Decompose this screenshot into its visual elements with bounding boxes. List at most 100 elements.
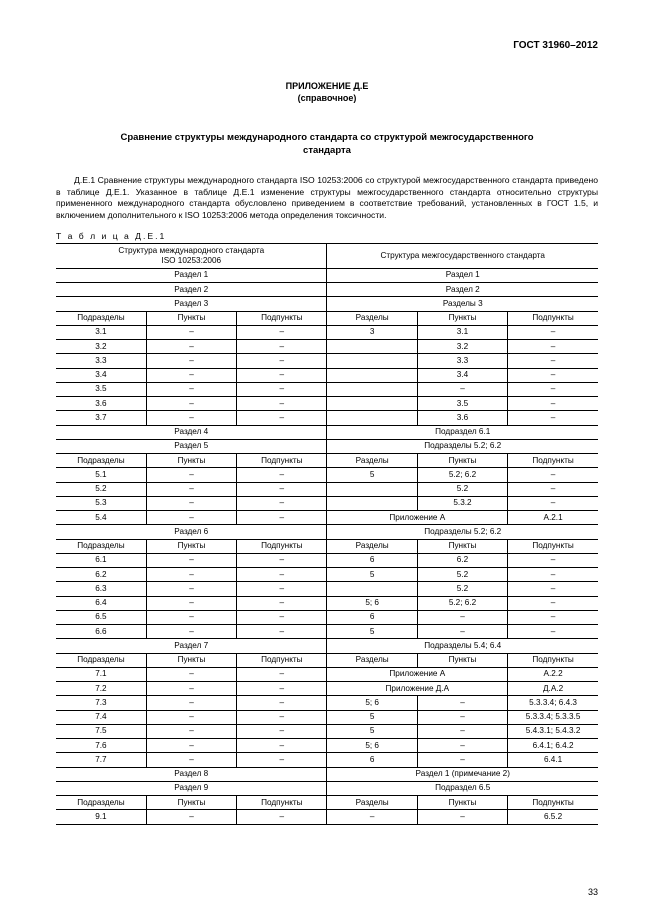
table-cell bbox=[327, 382, 417, 396]
table-cell: – bbox=[146, 682, 236, 696]
table-cell: – bbox=[508, 340, 598, 354]
appendix-label: ПРИЛОЖЕНИЕ Д.Е (справочное) bbox=[56, 81, 598, 104]
table-cell: 5.2; 6.2 bbox=[417, 596, 507, 610]
table-row: 3.1––33.1– bbox=[56, 325, 598, 339]
table-row: 3.5–––– bbox=[56, 382, 598, 396]
table-cell: Разделы 3 bbox=[327, 297, 598, 311]
table-cell: Пункты bbox=[146, 311, 236, 325]
table-cell: Раздел 5 bbox=[56, 439, 327, 453]
table-cell: – bbox=[237, 596, 327, 610]
table-cell: – bbox=[237, 682, 327, 696]
table-cell: Раздел 7 bbox=[56, 639, 327, 653]
table-cell: 5.1 bbox=[56, 468, 146, 482]
table-cell: Подпункты bbox=[508, 539, 598, 553]
table-cell: – bbox=[237, 511, 327, 525]
table-cell: – bbox=[508, 468, 598, 482]
table-cell: 6.2 bbox=[417, 553, 507, 567]
table-cell: Раздел 1 (примечание 2) bbox=[327, 767, 598, 781]
table-cell: 5.3.2 bbox=[417, 496, 507, 510]
table-cell: Подпункты bbox=[237, 311, 327, 325]
table-cell: – bbox=[237, 625, 327, 639]
table-cell: Д.А.2 bbox=[508, 682, 598, 696]
table-cell: 6.3 bbox=[56, 582, 146, 596]
table-cell: Подразделы bbox=[56, 311, 146, 325]
table-cell: – bbox=[237, 610, 327, 624]
header-left-line2: ISO 10253:2006 bbox=[161, 256, 221, 265]
table-cell: 3.3 bbox=[56, 354, 146, 368]
table-cell: 5.3.3.4; 6.4.3 bbox=[508, 696, 598, 710]
table-row: 6.1––66.2– bbox=[56, 553, 598, 567]
table-row: Раздел 4Подраздел 6.1 bbox=[56, 425, 598, 439]
table-cell: 6.6 bbox=[56, 625, 146, 639]
table-row: 5.3––5.3.2– bbox=[56, 496, 598, 510]
reference-label: (справочное) bbox=[298, 93, 357, 103]
table-cell: Подпункты bbox=[237, 796, 327, 810]
table-row: Раздел 3Разделы 3 bbox=[56, 297, 598, 311]
table-cell: Пункты bbox=[417, 796, 507, 810]
table-cell: – bbox=[508, 411, 598, 425]
table-cell: Пункты bbox=[146, 539, 236, 553]
table-cell: – bbox=[417, 625, 507, 639]
table-cell: А.2.2 bbox=[508, 667, 598, 681]
table-cell: Раздел 3 bbox=[56, 297, 327, 311]
table-cell: – bbox=[146, 368, 236, 382]
table-cell: Раздел 1 bbox=[56, 268, 327, 282]
table-row: 7.1––Приложение АА.2.2 bbox=[56, 667, 598, 681]
table-row: 6.6––5–– bbox=[56, 625, 598, 639]
table-cell: – bbox=[508, 325, 598, 339]
table-row: 5.1––55.2; 6.2– bbox=[56, 468, 598, 482]
table-cell: – bbox=[146, 724, 236, 738]
table-row: Раздел 7Подразделы 5.4; 6.4 bbox=[56, 639, 598, 653]
table-cell bbox=[327, 582, 417, 596]
table-cell: 3 bbox=[327, 325, 417, 339]
table-cell: 3.5 bbox=[417, 397, 507, 411]
table-cell: 5.2 bbox=[417, 568, 507, 582]
table-cell: – bbox=[237, 496, 327, 510]
table-cell: 3.4 bbox=[417, 368, 507, 382]
comparison-table: Структура международного стандарта ISO 1… bbox=[56, 243, 598, 824]
table-cell: Приложение А bbox=[327, 511, 508, 525]
table-cell bbox=[327, 411, 417, 425]
table-cell: – bbox=[146, 411, 236, 425]
table-row: 3.4––3.4– bbox=[56, 368, 598, 382]
table-cell bbox=[327, 354, 417, 368]
table-cell: – bbox=[508, 397, 598, 411]
table-cell: – bbox=[508, 553, 598, 567]
table-row: 6.5––6–– bbox=[56, 610, 598, 624]
header-left: Структура международного стандарта ISO 1… bbox=[56, 244, 327, 269]
table-cell: Подпункты bbox=[508, 311, 598, 325]
table-cell: 3.6 bbox=[417, 411, 507, 425]
table-cell bbox=[327, 496, 417, 510]
table-cell: – bbox=[417, 724, 507, 738]
table-cell: Подпункты bbox=[237, 539, 327, 553]
table-cell: Приложение Д.А bbox=[327, 682, 508, 696]
table-row: 7.6––5; 6–6.4.1; 6.4.2 bbox=[56, 739, 598, 753]
table-row: 7.4––5–5.3.3.4; 5.3.3.5 bbox=[56, 710, 598, 724]
table-cell: 5.2 bbox=[417, 582, 507, 596]
table-cell bbox=[327, 397, 417, 411]
table-cell: – bbox=[237, 696, 327, 710]
table-cell: Подразделы bbox=[56, 454, 146, 468]
table-cell: 6.4.1; 6.4.2 bbox=[508, 739, 598, 753]
table-cell bbox=[327, 340, 417, 354]
table-row: Раздел 2Раздел 2 bbox=[56, 283, 598, 297]
table-cell: Раздел 1 bbox=[327, 268, 598, 282]
table-cell: 5.2 bbox=[56, 482, 146, 496]
document-id: ГОСТ 31960–2012 bbox=[56, 40, 598, 51]
table-cell: 5 bbox=[327, 724, 417, 738]
table-cell: Приложение А bbox=[327, 667, 508, 681]
table-cell: – bbox=[146, 511, 236, 525]
table-cell: Подразделы bbox=[56, 653, 146, 667]
table-cell: 6.4.1 bbox=[508, 753, 598, 767]
table-cell: 3.2 bbox=[56, 340, 146, 354]
table-cell: 6.1 bbox=[56, 553, 146, 567]
table-cell: 7.4 bbox=[56, 710, 146, 724]
table-cell: – bbox=[417, 696, 507, 710]
table-cell: – bbox=[508, 496, 598, 510]
table-cell: 5 bbox=[327, 468, 417, 482]
table-cell: – bbox=[146, 397, 236, 411]
table-cell: – bbox=[146, 810, 236, 824]
table-row: 3.3––3.3– bbox=[56, 354, 598, 368]
table-cell: – bbox=[237, 568, 327, 582]
table-row: Раздел 5Подразделы 5.2; 6.2 bbox=[56, 439, 598, 453]
